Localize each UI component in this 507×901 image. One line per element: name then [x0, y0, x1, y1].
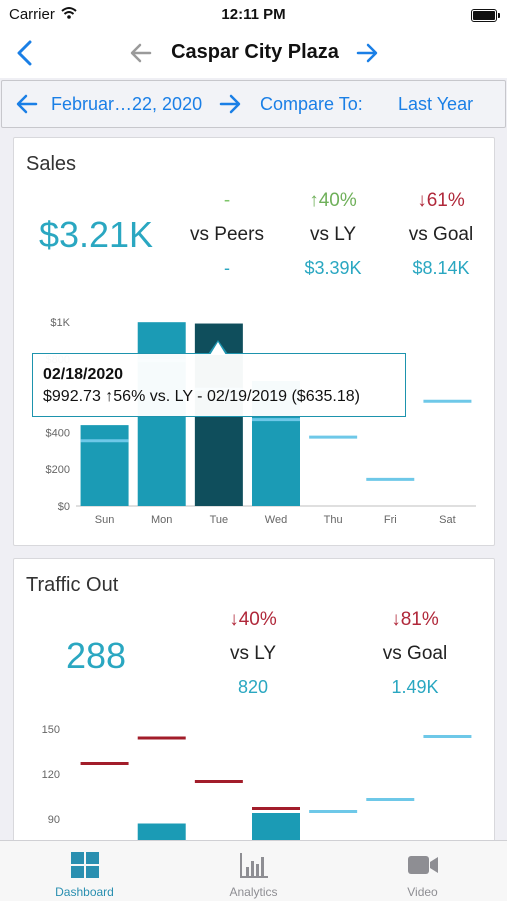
wifi-icon — [61, 7, 77, 19]
sales-x-tick: Tue — [210, 514, 229, 526]
sales-metric-peers: - vs Peers - — [172, 190, 282, 280]
traffic-total: 288 — [65, 635, 127, 676]
traffic-ly-value: 820 — [237, 677, 269, 697]
sales-y-tick: $200 — [46, 464, 70, 476]
sales-tooltip: 02/18/2020 $992.73 ↑56% vs. LY - 02/19/2… — [32, 340, 406, 417]
tooltip-date: 02/18/2020 — [43, 366, 124, 383]
traffic-ly-change: ↓40% — [229, 609, 277, 630]
status-bar: Carrier 12:11 PM — [0, 0, 507, 28]
date-range-bar: Februar…22, 2020 Compare To: Last Year — [1, 80, 506, 128]
bar-chart-icon — [240, 853, 268, 878]
arrow-up-icon: ↑ — [309, 190, 319, 211]
sales-card: Sales $3.21K - vs Peers - ↑40% vs LY $3.… — [13, 137, 495, 546]
clock: 12:11 PM — [221, 6, 286, 23]
tooltip-detail: $992.73 ↑56% vs. LY - 02/19/2019 ($635.1… — [43, 388, 360, 405]
navigation-bar: Caspar City Plaza — [0, 28, 507, 78]
previous-location-arrow-icon[interactable] — [130, 42, 152, 64]
sales-x-tick: Mon — [151, 514, 172, 526]
ly-value: $3.39K — [304, 258, 362, 278]
sales-x-tick: Wed — [265, 514, 287, 526]
ly-label: vs LY — [309, 224, 357, 245]
traffic-title: Traffic Out — [26, 574, 119, 596]
previous-date-arrow-icon[interactable] — [16, 94, 38, 114]
tab-video-label: Video — [407, 885, 438, 899]
compare-to-value[interactable]: Last Year — [398, 94, 474, 114]
sales-x-tick: Sun — [95, 514, 115, 526]
sales-x-tick: Thu — [324, 514, 343, 526]
sales-metric-ly: ↑40% vs LY $3.39K — [278, 190, 388, 280]
sales-title: Sales — [26, 153, 77, 175]
traffic-y-tick: 150 — [42, 724, 60, 736]
video-camera-icon — [408, 856, 438, 874]
next-date-arrow-icon[interactable] — [219, 94, 241, 114]
sales-y-tick: $0 — [58, 501, 70, 513]
traffic-y-tick: 120 — [42, 769, 60, 781]
date-range-button[interactable]: Februar…22, 2020 — [51, 94, 203, 114]
next-location-arrow-icon[interactable] — [356, 42, 378, 64]
goal-value: $8.14K — [412, 258, 470, 278]
sales-chart[interactable]: $0$200$400$600$800$1KSunMonTueWedThuFriS… — [14, 308, 494, 538]
tab-dashboard-label: Dashboard — [55, 885, 114, 899]
tab-analytics-label: Analytics — [229, 885, 278, 899]
goal-label: vs Goal — [408, 224, 474, 245]
sales-total: $3.21K — [38, 214, 154, 255]
arrow-down-icon: ↓ — [229, 609, 239, 630]
compare-to-label[interactable]: Compare To: — [260, 94, 363, 114]
sales-bar — [80, 425, 129, 506]
tab-bar: Dashboard Analytics Video — [0, 840, 507, 901]
traffic-goal-label: vs Goal — [382, 643, 448, 664]
traffic-card: Traffic Out 288 ↓40% vs LY 820 ↓81% vs G… — [13, 558, 495, 850]
peers-value: - — [224, 258, 230, 278]
dashboard-grid-icon — [71, 852, 99, 878]
sales-x-tick: Sat — [439, 514, 456, 526]
carrier-label: Carrier — [9, 6, 55, 23]
peers-label: vs Peers — [190, 224, 264, 245]
ly-change: ↑40% — [309, 190, 357, 211]
location-title: Caspar City Plaza — [171, 41, 339, 63]
arrow-down-icon: ↓ — [417, 190, 427, 211]
sales-y-tick: $400 — [46, 427, 70, 439]
traffic-metric-goal: ↓81% vs Goal 1.49K — [360, 609, 470, 699]
traffic-goal-value: 1.49K — [391, 677, 439, 697]
peers-change: - — [223, 190, 231, 211]
tab-video[interactable]: Video — [338, 841, 507, 901]
traffic-metric-ly: ↓40% vs LY 820 — [198, 609, 308, 699]
sales-x-tick: Fri — [384, 514, 397, 526]
traffic-ly-label: vs LY — [229, 643, 277, 664]
tab-dashboard[interactable]: Dashboard — [0, 841, 169, 901]
sales-metric-goal: ↓61% vs Goal $8.14K — [386, 190, 496, 280]
arrow-down-icon: ↓ — [391, 609, 401, 630]
traffic-goal-change: ↓81% — [391, 609, 439, 630]
back-chevron-icon[interactable] — [14, 40, 36, 66]
traffic-y-tick: 90 — [48, 814, 60, 826]
traffic-chart[interactable]: 90 120 150 — [14, 714, 494, 849]
tab-analytics[interactable]: Analytics — [169, 841, 338, 901]
goal-change: ↓61% — [417, 190, 465, 211]
sales-y-tick: $1K — [50, 317, 70, 329]
battery-icon — [471, 9, 500, 22]
